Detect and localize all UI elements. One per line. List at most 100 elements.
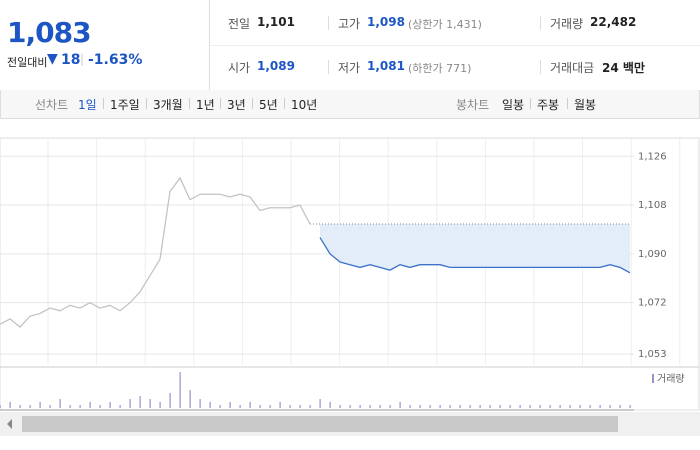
y-tick-label: 1,072 (638, 298, 667, 309)
legend-swatch (652, 374, 654, 383)
volume-bar (269, 405, 271, 408)
stat-value: 1,101 (257, 15, 295, 29)
tab[interactable]: 1년 (196, 98, 215, 112)
stat-note: (하한가 771) (408, 62, 472, 75)
legend-label: 거래량 (657, 373, 685, 385)
y-tick-label: 1,053 (638, 349, 667, 360)
stat-label: 고가 (338, 17, 361, 31)
volume-bar (239, 405, 241, 408)
volume-bar (589, 405, 591, 408)
chart: 1,053 1,072 1,090 1,108 1,126 거래량 (0, 137, 700, 436)
scroll-thumb[interactable] (22, 416, 618, 432)
tab[interactable]: 3년 (227, 98, 246, 112)
volume-bar (189, 390, 191, 408)
volume-bar (149, 399, 151, 408)
volume-bar (499, 405, 501, 408)
price: 1,083 (7, 16, 92, 49)
stat-label: 거래량 (550, 17, 584, 31)
volume-bar (319, 399, 321, 408)
separator (530, 98, 531, 109)
volume-bar (309, 405, 311, 408)
volume-bar (519, 405, 521, 408)
volume-bar (29, 405, 31, 408)
volume-bar (289, 405, 291, 408)
stat-value: 24 백만 (602, 61, 645, 75)
volume-bar (409, 405, 411, 408)
volume-bar (39, 402, 41, 408)
volume-bar (209, 402, 211, 408)
divider (328, 16, 329, 30)
price-line (319, 237, 631, 274)
stat-value: 1,081 (367, 59, 405, 73)
volume-bar (419, 405, 421, 408)
tab[interactable]: 10년 (291, 98, 318, 112)
volume-bar (559, 405, 561, 408)
area-fill (320, 224, 630, 273)
tab[interactable]: 1주일 (110, 98, 140, 112)
row-divider (210, 45, 700, 46)
volume-bar (609, 405, 611, 408)
stat-value: 22,482 (590, 15, 637, 29)
tab[interactable]: 월봉 (574, 98, 597, 112)
volume-bar (19, 405, 21, 408)
volume-bar (169, 393, 171, 408)
volume-bar (339, 405, 341, 408)
candle-chart-label: 봉차트 (456, 98, 490, 112)
y-tick-label: 1,126 (638, 151, 667, 162)
volume-bar (539, 405, 541, 408)
volume-bar (629, 405, 631, 408)
separator (284, 98, 285, 109)
stat-value: 1,098 (367, 15, 405, 29)
line-chart-label: 선차트 (35, 98, 69, 112)
volume-bar (79, 405, 81, 408)
tab[interactable]: 1일 (78, 98, 97, 112)
tab[interactable]: 5년 (259, 98, 278, 112)
volume-bar (359, 405, 361, 408)
volume-bar (0, 405, 1, 408)
volume-bar (459, 405, 461, 408)
volume-bar (369, 405, 371, 408)
volume-bar (529, 405, 531, 408)
change: 18 (61, 52, 81, 68)
volume-bar (599, 405, 601, 408)
change-label: 전일대비 (7, 56, 48, 69)
volume-bar (299, 405, 301, 408)
tab[interactable]: 3개월 (153, 98, 183, 112)
volume-bar (449, 405, 451, 408)
volume-bar (569, 405, 571, 408)
divider (540, 16, 541, 30)
volume-bar (579, 405, 581, 408)
divider (328, 60, 329, 74)
divider (209, 0, 210, 90)
volume-bar (139, 396, 141, 408)
stat-label: 시가 (228, 61, 251, 75)
volume-bar (259, 405, 261, 408)
price-line (0, 176, 311, 328)
volume-bar (119, 405, 121, 408)
separator (103, 98, 104, 109)
separator (189, 98, 190, 109)
stat-value: 1,089 (257, 59, 295, 73)
down-icon: ▼ (47, 51, 58, 67)
separator (252, 98, 253, 109)
quote-header: 1,083 전일대비 ▼ 18 | -1.63% 전일 1,101 고가 1,098(… (0, 0, 700, 91)
volume-bar (99, 405, 101, 408)
volume-bar (199, 399, 201, 408)
separator (567, 98, 568, 109)
tab[interactable]: 일봉 (502, 98, 525, 112)
volume-bar (469, 405, 471, 408)
tab[interactable]: 주봉 (537, 98, 560, 112)
volume-bar (219, 405, 221, 408)
stat-label: 거래대금 (550, 61, 595, 75)
volume-bar (129, 399, 131, 408)
plot-frame (0, 137, 700, 411)
volume-bar (429, 405, 431, 408)
volume-bar (159, 402, 161, 408)
stat-note: (상한가 1,431) (408, 18, 482, 31)
volume-bar (379, 405, 381, 408)
y-tick-label: 1,108 (638, 200, 667, 211)
volume-bar (179, 372, 181, 408)
volume-bar (509, 405, 511, 408)
volume-bar (549, 405, 551, 408)
